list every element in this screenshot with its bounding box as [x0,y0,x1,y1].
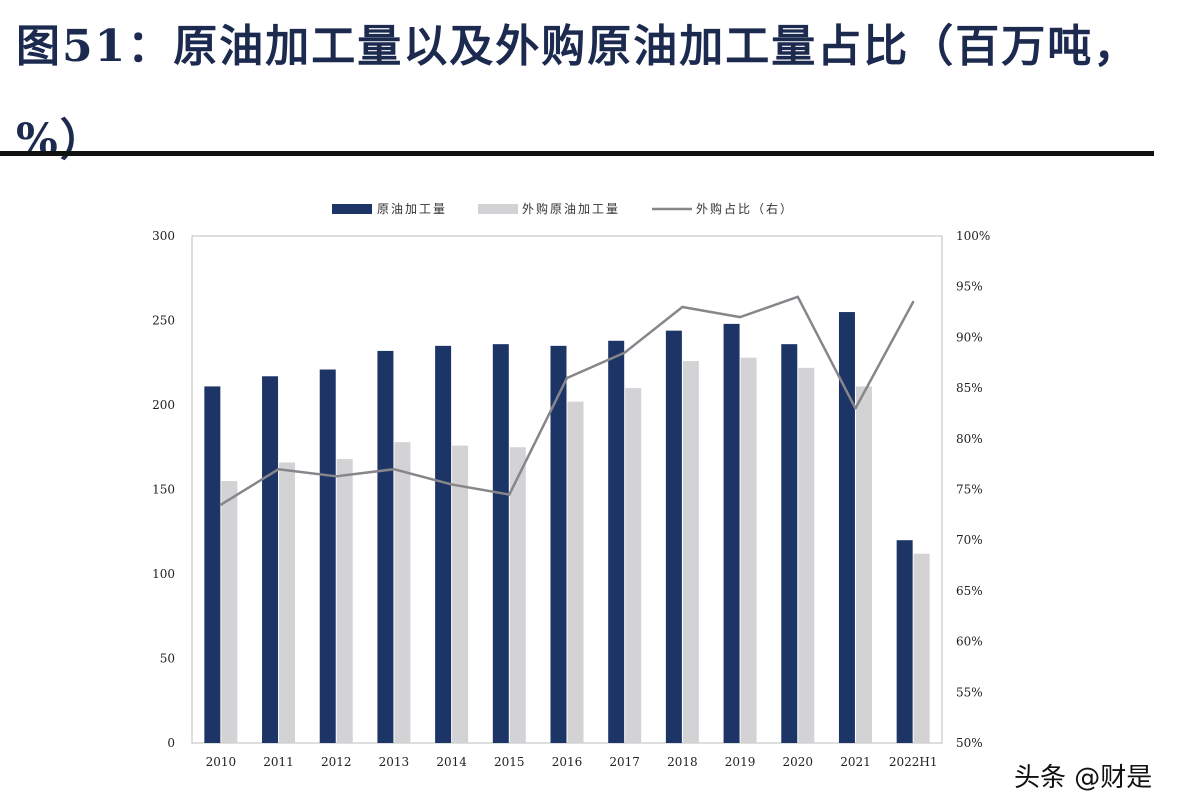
line-point [623,351,626,354]
right-tick-label: 95% [956,280,983,294]
bar-crude-processing [377,350,394,743]
left-tick-label: 0 [167,736,175,750]
right-tick-label: 85% [956,381,983,395]
line-point [565,376,569,380]
left-tick-label: 250 [152,314,175,328]
x-tick-label: 2014 [436,755,467,769]
x-tick-label: 2020 [782,755,813,769]
bar-purchased-crude [509,447,526,743]
line-layer [219,295,915,506]
bar-crude-processing [665,330,682,743]
bar-purchased-crude [394,442,411,743]
bar-purchased-crude [798,367,815,743]
bar-purchased-crude [336,459,353,743]
right-tick-label: 80% [956,432,983,446]
bar-crude-processing [781,344,798,743]
bar-purchased-crude [740,357,757,743]
legend-label-crude-processing: 原油加工量 [377,202,447,216]
x-tick-label: 2013 [379,755,410,769]
legend: 原油加工量 外购原油加工量 外购占比（右） [332,201,794,216]
bar-crude-processing [435,345,452,743]
right-tick-label: 75% [956,483,983,497]
x-tick-label: 2011 [263,755,294,769]
bar-crude-processing [550,345,567,743]
plot-frame [191,235,943,744]
bar-purchased-crude [221,481,238,743]
line-point [911,300,915,304]
left-tick-label: 200 [152,398,175,412]
title-rule [0,151,1154,156]
x-tick-label: 2010 [206,755,237,769]
bar-purchased-crude [855,386,872,743]
bar-crude-processing [838,312,855,743]
left-tick-label: 50 [160,652,175,666]
right-axis: 50% 55% 60% 65% 70% 75% 80% 85% 90% 95% 100% [956,229,990,750]
line-point [738,315,742,319]
left-axis: 0 50 100 150 200 250 300 [152,229,175,750]
bar-crude-processing [319,369,336,743]
line-point [854,407,857,410]
x-tick-label: 2022H1 [889,755,938,769]
bar-purchased-crude [452,445,469,743]
line-point [508,493,511,496]
bar-purchased-crude [625,388,642,743]
x-tick-label: 2017 [609,755,640,769]
figure-title: 图51：原油加工量以及外购原油加工量占比（百万吨，%） [16,21,1140,166]
x-tick-label: 2016 [552,755,583,769]
x-tick-label: 2019 [725,755,756,769]
x-tick-label: 2012 [321,755,352,769]
left-tick-label: 150 [152,483,175,497]
right-tick-label: 60% [956,635,983,649]
bar-purchased-crude [279,462,296,743]
bars [204,312,930,743]
line-point [219,503,223,506]
right-tick-label: 70% [956,533,983,547]
line-point [335,475,338,478]
left-tick-label: 300 [152,229,175,243]
legend-swatch-crude-processing [332,204,372,214]
line-point [392,468,396,471]
x-tick-label: 2015 [494,755,525,769]
right-tick-label: 65% [956,584,983,598]
bar-purchased-crude [913,553,930,743]
right-tick-label: 50% [956,736,983,750]
bar-crude-processing [262,376,279,743]
bar-crude-processing [896,540,913,743]
line-point [796,295,799,299]
watermark: 头条 @财是 [1014,763,1153,793]
line-point [681,305,684,309]
line-point [450,483,453,486]
right-tick-label: 55% [956,685,983,699]
bar-purchased-crude [682,361,699,743]
x-tick-label: 2021 [840,755,871,769]
line-point [277,468,280,471]
legend-label-purchased-crude: 外购原油加工量 [522,201,620,216]
bar-crude-processing [204,386,221,743]
right-tick-label: 90% [956,330,983,344]
legend-swatch-purchased-crude [478,204,518,214]
bar-crude-processing [723,323,740,743]
bar-crude-processing [492,344,509,743]
x-tick-label: 2018 [667,755,698,769]
bar-crude-processing [608,340,625,743]
bar-purchased-crude [567,401,584,743]
right-tick-label: 100% [956,229,990,243]
x-axis: 2010 2011 2012 2013 2014 2015 2016 2017 2018 2019… [206,755,938,769]
legend-label-purchased-share: 外购占比（右） [696,201,794,216]
left-tick-label: 100 [152,567,175,581]
